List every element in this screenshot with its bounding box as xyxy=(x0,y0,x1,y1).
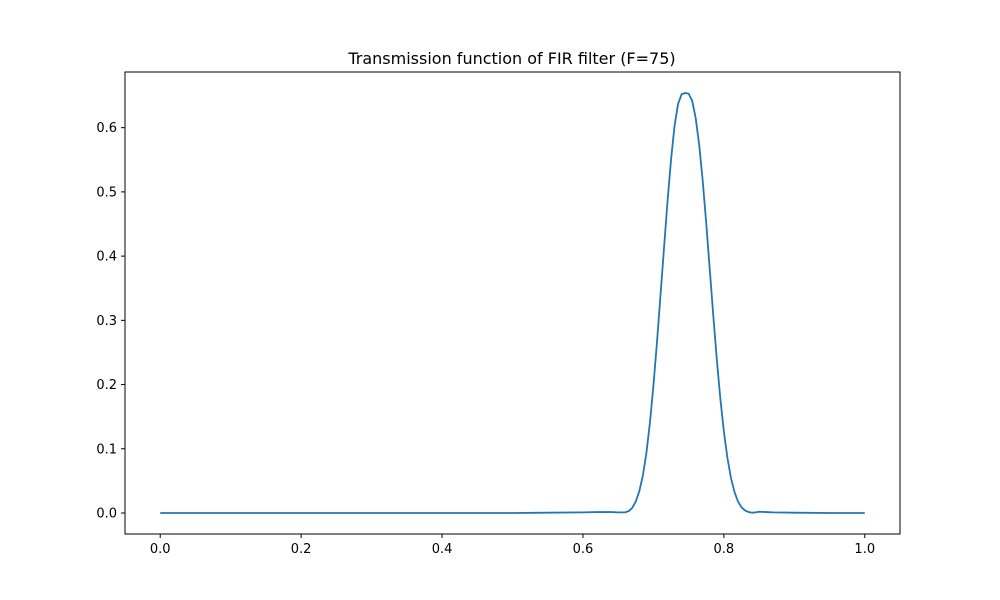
y-tick-label: 0.2 xyxy=(96,378,117,393)
y-tick-label: 0.4 xyxy=(96,250,117,265)
x-tick-label: 1.0 xyxy=(854,542,875,557)
axes-frame xyxy=(124,71,901,535)
y-tick-label: 0.0 xyxy=(96,507,117,522)
x-tick-label: 0.2 xyxy=(291,542,312,557)
y-tick-label: 0.5 xyxy=(96,185,117,200)
series-line xyxy=(160,92,865,514)
chart-title: Transmission function of FIR filter (F=7… xyxy=(347,49,675,68)
y-tick-label: 0.6 xyxy=(96,121,117,136)
y-axis: 0.0 0.1 0.2 0.3 0.4 0.5 0.6 xyxy=(96,121,125,522)
y-tick-label: 0.3 xyxy=(96,314,117,329)
x-tick-label: 0.6 xyxy=(573,542,594,557)
x-tick-label: 0.0 xyxy=(150,542,171,557)
y-tick-label: 0.1 xyxy=(96,442,117,457)
plot-area xyxy=(160,92,865,514)
x-axis: 0.0 0.2 0.4 0.6 0.8 1.0 xyxy=(150,534,875,557)
x-tick-label: 0.8 xyxy=(714,542,735,557)
x-tick-label: 0.4 xyxy=(432,542,453,557)
